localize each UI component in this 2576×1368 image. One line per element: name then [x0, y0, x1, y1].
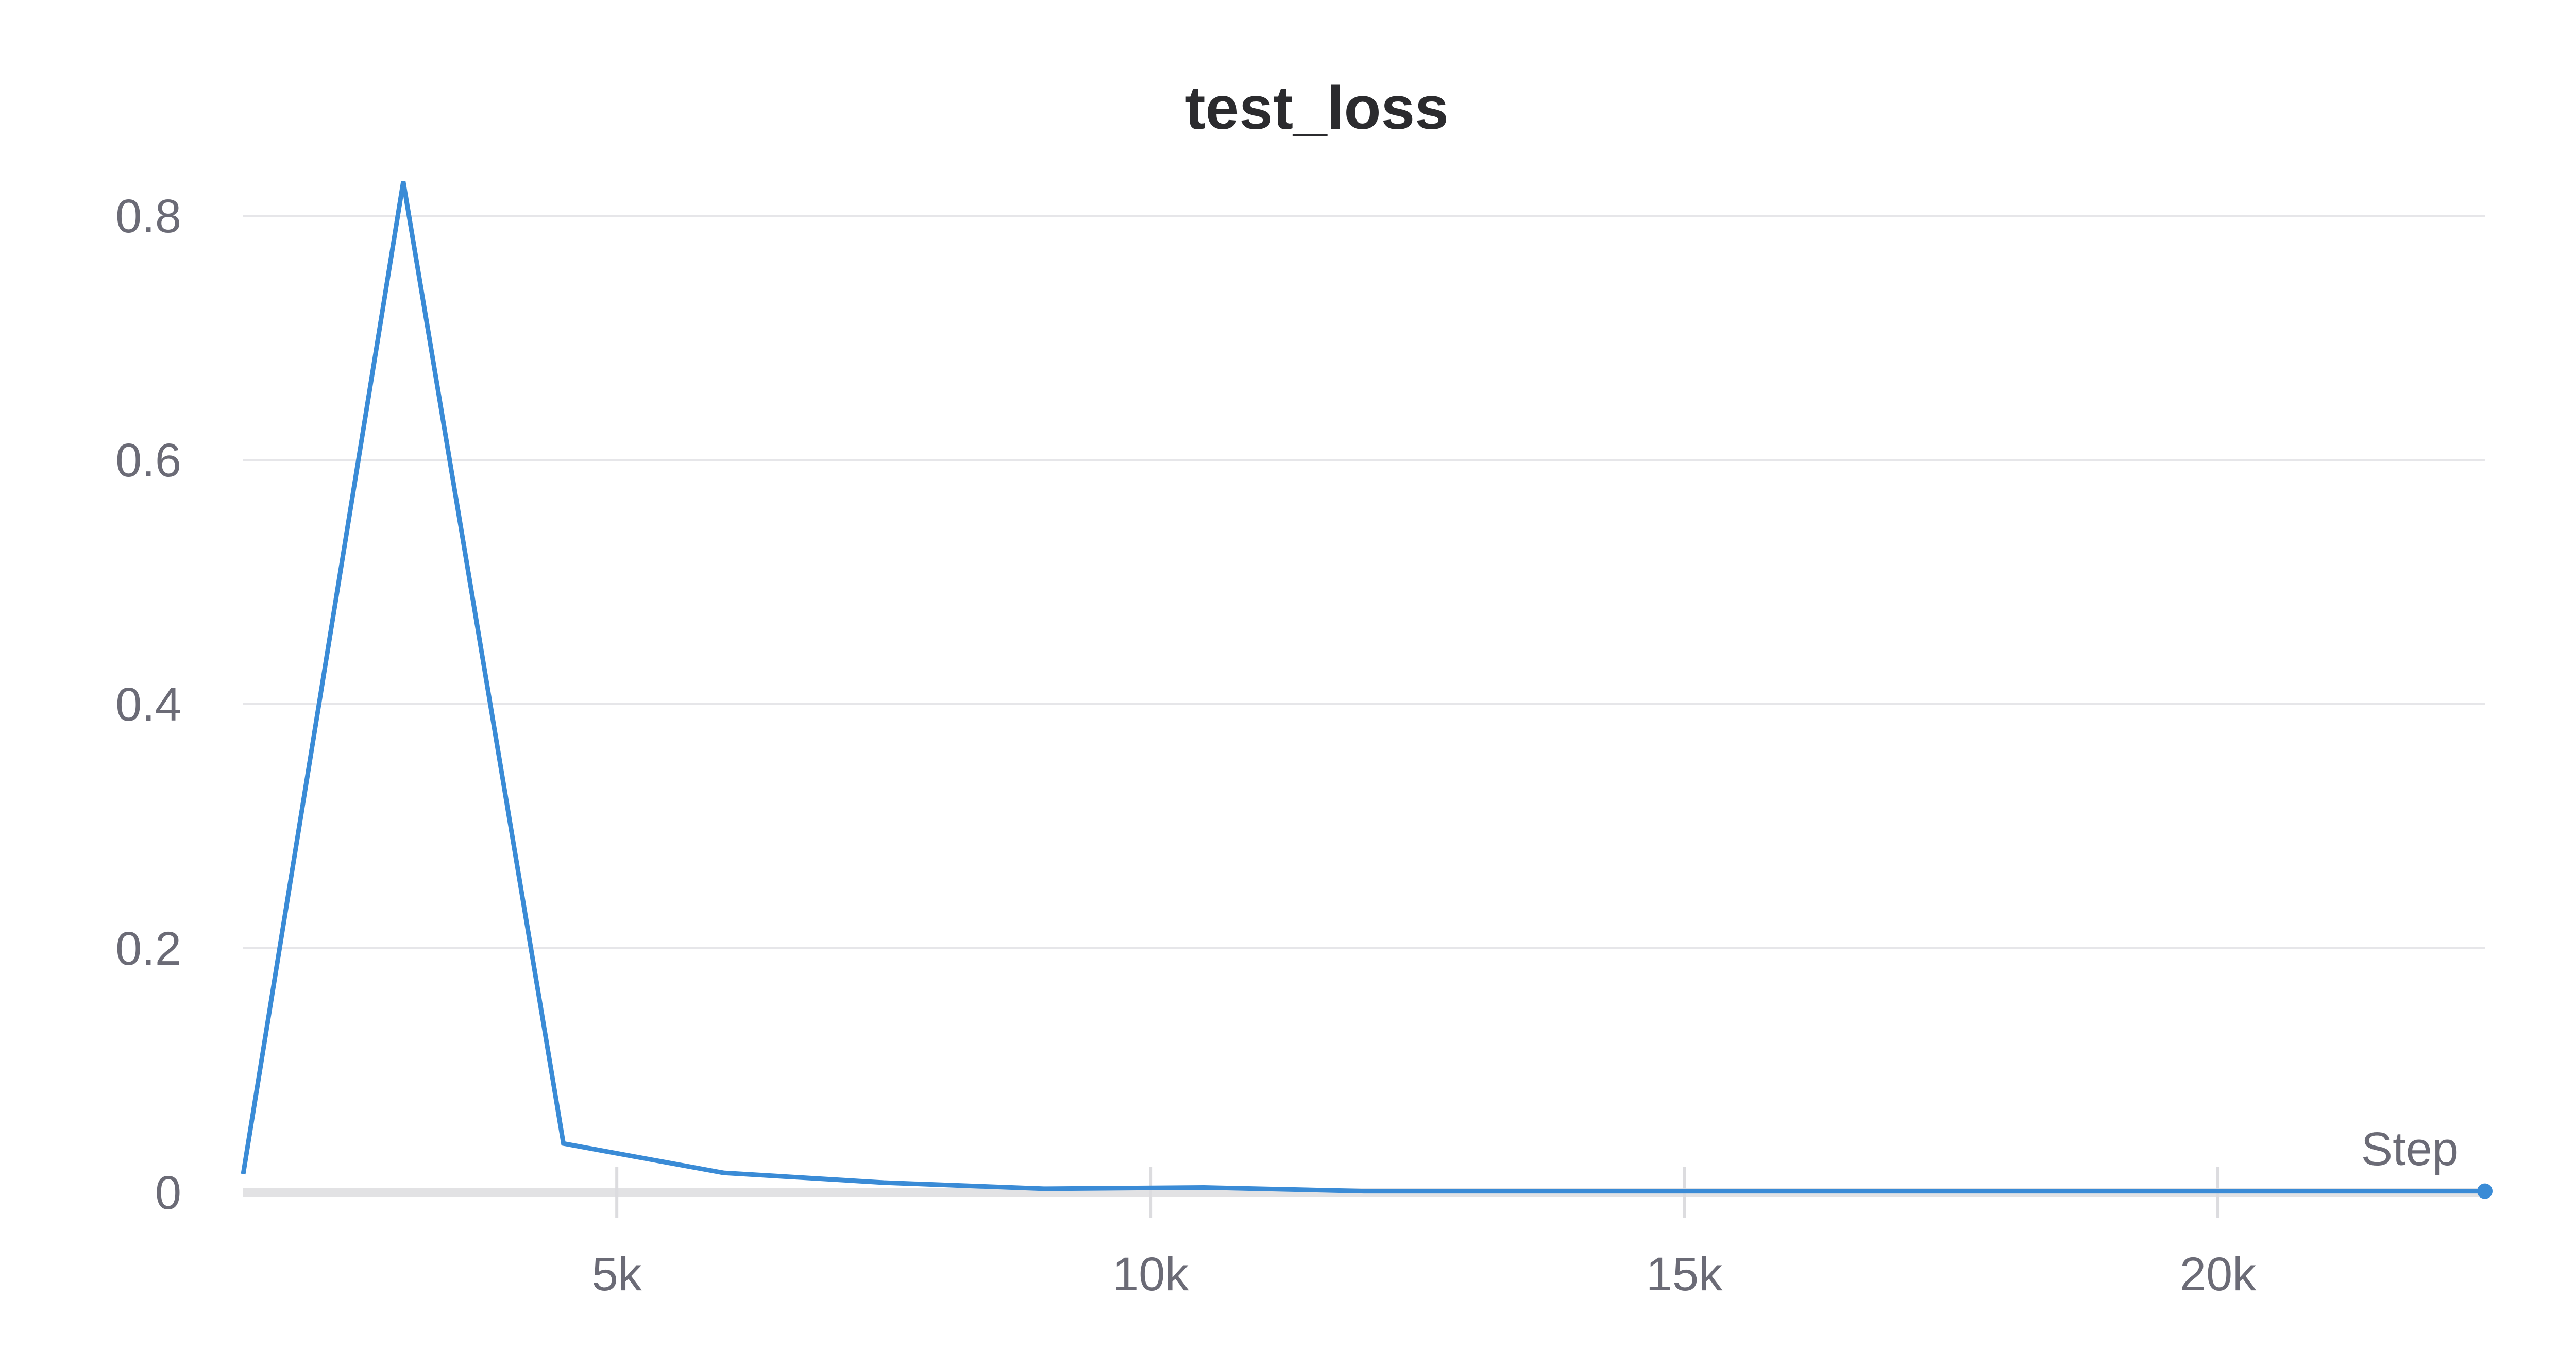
x-tick-label: 15k: [1646, 1248, 1723, 1301]
x-axis-label: Step: [2361, 1123, 2459, 1175]
series-line: [241, 181, 2485, 1194]
series-end-marker: [2477, 1183, 2493, 1199]
y-tick-label: 0.8: [115, 190, 181, 243]
gridlines: [243, 215, 2485, 1197]
y-tick-label: 0.4: [115, 678, 181, 731]
x-tick-label: 5k: [592, 1248, 642, 1301]
y-tick-label: 0.6: [115, 434, 181, 487]
x-axis-ticks: 5k 10k 15k 20k: [592, 1167, 2257, 1301]
y-tick-label: 0: [155, 1167, 181, 1219]
x-tick-label: 10k: [1112, 1248, 1189, 1301]
y-axis-ticks: 0 0.2 0.4 0.6 0.8: [115, 190, 181, 1219]
series-layer: [241, 181, 2493, 1199]
x-tick-label: 20k: [2180, 1248, 2257, 1301]
chart-title: test_loss: [1185, 74, 1449, 142]
y-tick-label: 0.2: [115, 922, 181, 975]
